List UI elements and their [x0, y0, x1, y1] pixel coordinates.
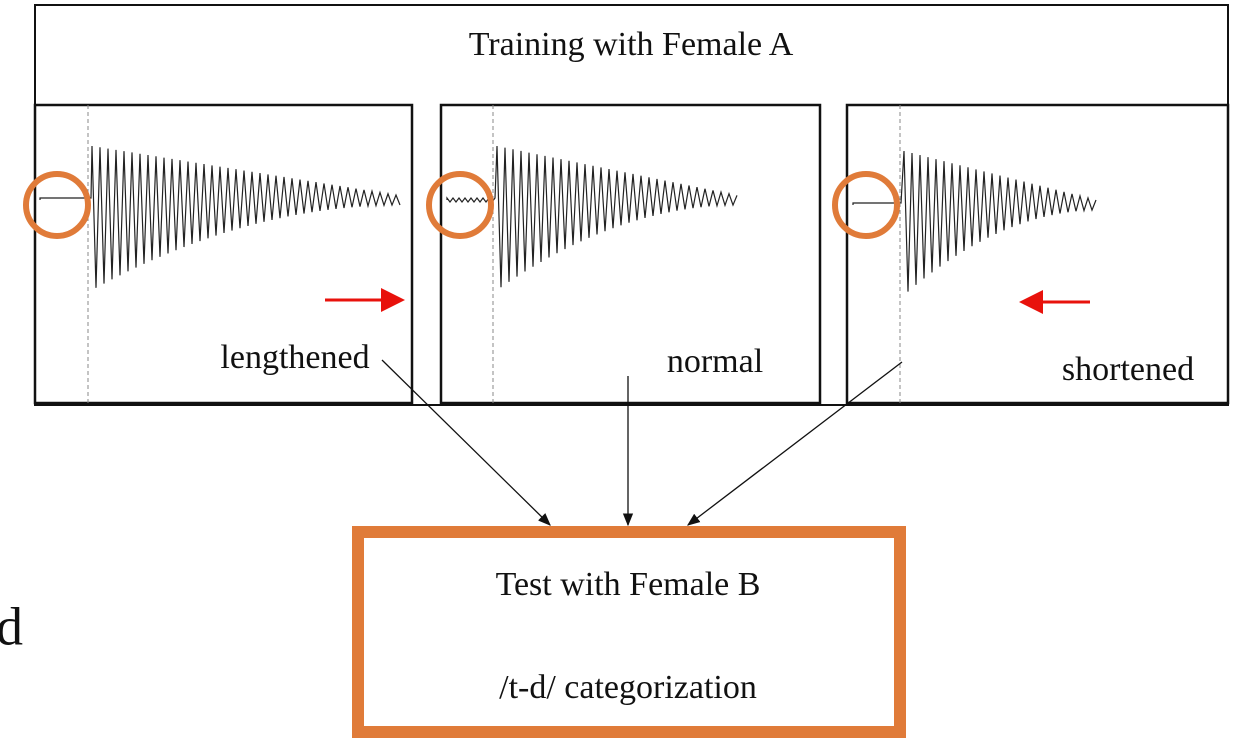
burst-circle — [426, 171, 494, 239]
burst-circle — [23, 171, 91, 239]
panel-label: shortened — [1062, 351, 1194, 388]
panel-label: normal — [667, 343, 763, 380]
test-task: /t-d/ categorization — [499, 669, 757, 706]
panel-label: lengthened — [220, 339, 369, 376]
waveform — [446, 145, 738, 288]
panel — [845, 103, 1230, 405]
arrow — [381, 359, 551, 526]
waveform — [39, 145, 401, 288]
test-title: Test with Female B — [496, 566, 761, 603]
waveform — [852, 150, 1097, 292]
panel — [439, 103, 822, 405]
panel — [33, 103, 414, 405]
cut-off-text: d — [0, 596, 23, 656]
burst-circle — [832, 171, 900, 239]
training-title: Training with Female A — [469, 26, 794, 63]
test-box — [352, 526, 906, 738]
arrow — [686, 361, 903, 526]
